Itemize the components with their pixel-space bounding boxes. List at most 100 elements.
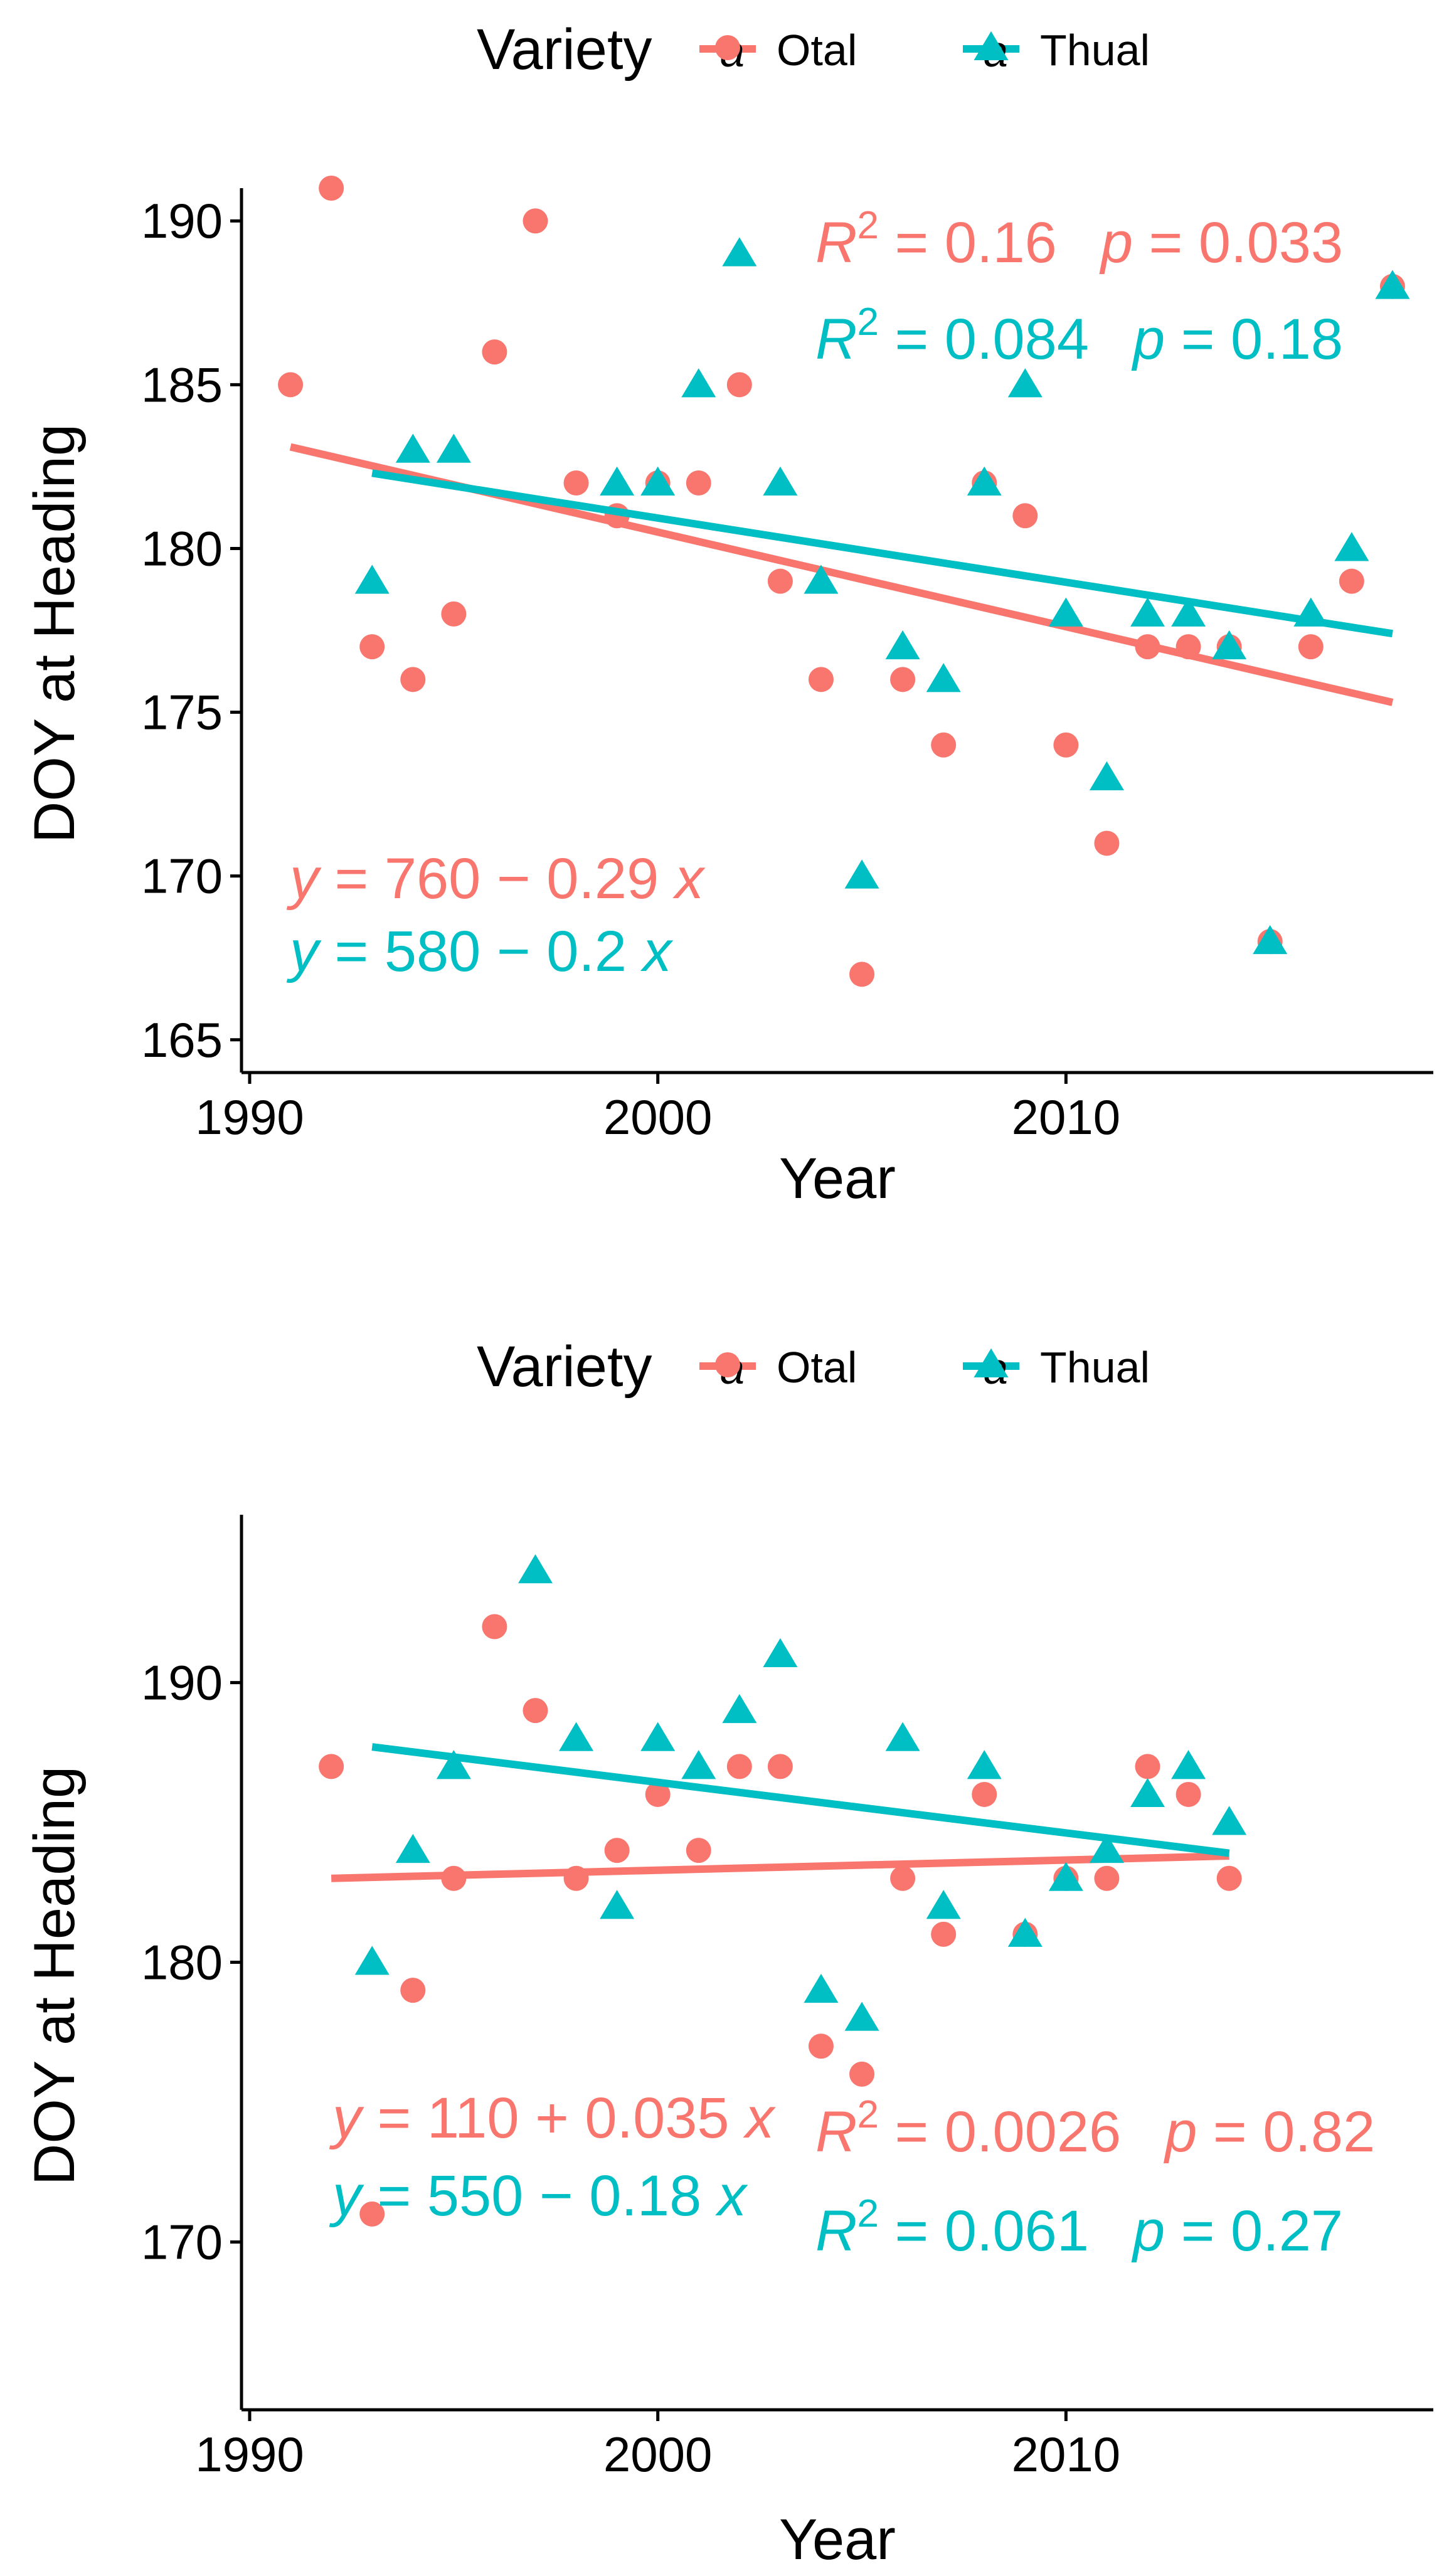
y-tick-label: 170: [141, 849, 223, 904]
data-point-thual: [436, 433, 471, 463]
data-point-otal: [849, 2061, 875, 2087]
data-point-thual: [600, 466, 635, 496]
data-point-otal: [686, 470, 711, 496]
legend-key-otal: a: [699, 1344, 756, 1393]
data-point-thual: [354, 1946, 390, 1975]
y-tick-label: 180: [141, 521, 223, 576]
data-point-thual: [517, 1554, 553, 1584]
y-tick-label: 175: [141, 685, 223, 740]
data-point-otal: [931, 1921, 957, 1947]
y-tick-label: 190: [141, 193, 223, 248]
r2-superscript: 2: [857, 204, 878, 247]
data-point-otal: [890, 667, 916, 692]
legend-circle-icon: [715, 35, 740, 60]
x-tick-label: 2010: [1012, 1089, 1121, 1145]
data-point-otal: [482, 339, 507, 365]
eq-y: y: [329, 2086, 364, 2150]
eq-x: x: [640, 920, 674, 983]
data-point-thual: [640, 466, 676, 496]
y-tick-label: 165: [141, 1012, 223, 1068]
r-label: R: [815, 307, 857, 371]
data-point-thual: [1007, 368, 1043, 398]
y-tick-label: 185: [141, 357, 223, 412]
y-tick-label: 170: [141, 2214, 223, 2269]
data-point-thual: [763, 466, 798, 496]
p-label: p: [1131, 307, 1165, 371]
data-point-otal: [441, 601, 467, 627]
data-point-thual: [1048, 1862, 1083, 1891]
y-axis-title: DOY at Heading: [23, 424, 87, 843]
series-otal: [319, 1614, 1242, 2227]
data-point-otal: [400, 667, 426, 692]
data-point-otal: [359, 634, 385, 660]
data-point-thual: [804, 1973, 839, 2003]
legend-circle-icon: [715, 1352, 740, 1377]
data-point-thual: [681, 1750, 716, 1779]
data-point-otal: [1094, 830, 1120, 856]
r2-value: = 0.061: [879, 2199, 1089, 2263]
chart-panel-1: 165 170 175 180 185 190 1990 2000 2010 Year DOY at…: [23, 176, 1433, 1211]
p-value: = 0.033: [1133, 211, 1343, 275]
data-point-otal: [1339, 568, 1364, 594]
data-point-otal: [726, 372, 752, 398]
data-point-thual: [926, 663, 961, 692]
data-point-thual: [1130, 1778, 1165, 1807]
data-point-otal: [359, 2201, 385, 2227]
data-point-otal: [400, 1978, 426, 2003]
data-point-thual: [844, 2001, 879, 2031]
legend-title: Variety: [477, 18, 652, 82]
data-point-thual: [1334, 532, 1369, 561]
data-point-thual: [600, 1890, 635, 1919]
r2-p-annotation-thual: R2 = 0.061 p = 0.27: [815, 2192, 1343, 2263]
r-label: R: [815, 2100, 857, 2164]
eq-body: = 580 − 0.2: [319, 920, 643, 983]
data-point-thual: [559, 1722, 594, 1751]
data-point-otal: [523, 208, 548, 234]
data-point-thual: [926, 1890, 961, 1919]
series-thual: [354, 237, 1410, 955]
data-point-thual: [885, 630, 920, 660]
data-point-otal: [808, 2033, 834, 2059]
eq-y: y: [286, 920, 322, 983]
data-point-thual: [967, 466, 1002, 496]
data-point-otal: [278, 372, 304, 398]
legend-1: VarietyaOtalaThual: [477, 18, 1150, 82]
data-point-otal: [319, 1754, 344, 1779]
data-point-thual: [1007, 1917, 1043, 1947]
eq-y: y: [329, 2164, 364, 2228]
x-tick-label: 2000: [603, 1089, 713, 1145]
data-point-thual: [354, 564, 390, 594]
r2-value: = 0.16: [879, 211, 1057, 275]
regression-equation-thual: y = 580 − 0.2 x: [286, 920, 674, 983]
r2-superscript: 2: [857, 2093, 878, 2136]
data-point-otal: [645, 1781, 671, 1807]
data-point-thual: [804, 564, 839, 594]
x-axis-title: Year: [779, 1147, 896, 1211]
eq-x: x: [715, 2164, 748, 2228]
legend-label-thual: Thual: [1040, 26, 1150, 75]
r-label: R: [815, 211, 857, 275]
eq-body: = 110 + 0.035: [361, 2086, 745, 2150]
data-point-otal: [686, 1838, 711, 1863]
data-point-otal: [1012, 503, 1038, 529]
data-point-otal: [890, 1865, 916, 1891]
legend-2: VarietyaOtalaThual: [477, 1335, 1150, 1399]
r-label: R: [815, 2199, 857, 2263]
data-point-thual: [844, 859, 879, 889]
data-point-otal: [726, 1754, 752, 1779]
data-point-otal: [1135, 1754, 1160, 1779]
legend-title: Variety: [477, 1335, 652, 1399]
p-value: = 0.27: [1165, 2199, 1343, 2263]
data-point-otal: [1216, 1865, 1242, 1891]
y-tick-label: 180: [141, 1935, 223, 1990]
r2-p-annotation-otal: R2 = 0.0026 p = 0.82: [815, 2093, 1375, 2164]
r2-p-annotation-otal: R2 = 0.16 p = 0.033: [815, 204, 1343, 275]
data-point-otal: [1298, 634, 1324, 660]
x-tick-label: 1990: [195, 2427, 304, 2482]
data-point-thual: [1130, 597, 1165, 627]
x-tick-label: 2000: [603, 2427, 713, 2482]
y-tick-label: 190: [141, 1655, 223, 1710]
p-value: = 0.18: [1165, 307, 1343, 371]
data-point-thual: [395, 433, 430, 463]
